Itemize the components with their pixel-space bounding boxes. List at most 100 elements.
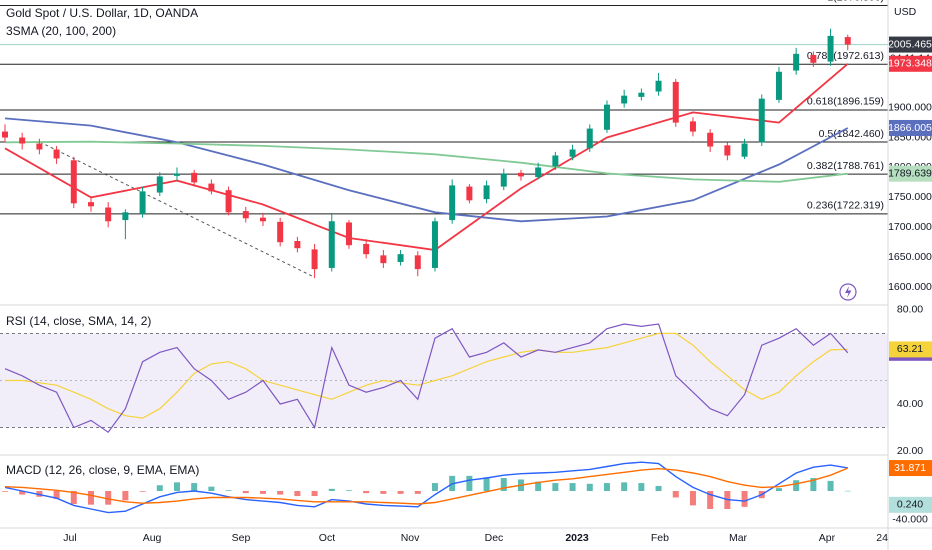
last-price-tag-bg (889, 36, 932, 53)
macd-histogram-bar (105, 490, 112, 505)
macd-histogram-bar (638, 483, 645, 491)
sma-line (4, 140, 848, 183)
macd-histogram-bar (552, 483, 559, 491)
trend-line (39, 141, 313, 277)
y-tick-label: -40.000 (892, 514, 928, 526)
macd-histogram-bar (500, 478, 507, 491)
candle-body (741, 143, 748, 157)
candle-body (672, 81, 679, 123)
candle-body (586, 128, 593, 149)
macd-histogram-bar (707, 490, 714, 509)
y-tick-label: 1700.000 (888, 221, 932, 233)
x-tick-label: Dec (485, 532, 504, 544)
macd-histogram-bar (380, 490, 387, 494)
candle-body (225, 190, 232, 213)
macd-histogram-bar (19, 490, 26, 495)
macd-tag: 31.871 (894, 462, 926, 474)
candle-body (380, 255, 387, 264)
macd-histogram-bar (483, 477, 490, 491)
candle-body (517, 172, 524, 177)
x-tick-label: Jul (63, 532, 76, 544)
histogram-tag-bg (889, 496, 932, 513)
chart-title: Gold Spot / U.S. Dollar, 1D, OANDA (6, 6, 198, 20)
y-tick-label: 40.00 (897, 398, 923, 410)
macd-histogram-bar (655, 485, 662, 491)
macd-histogram-bar (311, 490, 318, 497)
macd-histogram-bar (775, 488, 782, 491)
candle-body (1, 131, 8, 138)
macd-histogram-bar (122, 490, 129, 501)
macd-histogram-bar (827, 480, 834, 491)
candle-body (827, 35, 834, 62)
macd-line (4, 467, 849, 505)
macd-histogram-bar (225, 490, 232, 491)
macd-histogram-bar (345, 490, 352, 491)
macd-histogram-bar (810, 478, 817, 491)
candle-body (793, 53, 800, 71)
x-tick-label: Sep (232, 532, 251, 544)
candle-body (311, 249, 318, 270)
candle-body (569, 149, 576, 157)
rsi-tag: 63.21 (897, 343, 923, 355)
candle-body (191, 172, 198, 183)
candle-body (810, 55, 817, 63)
macd-histogram-bar (689, 490, 696, 506)
rsi-tag-bg (889, 341, 932, 358)
last-price-tag: 2005.465 (888, 38, 932, 50)
candle-body (724, 145, 731, 156)
candle-body (173, 173, 180, 176)
x-tick-label: Aug (143, 532, 162, 544)
rsi-line (4, 323, 849, 434)
rsi-title: RSI (14, close, SMA, 14, 2) (6, 314, 151, 328)
macd-histogram-bar (277, 490, 284, 495)
candle-body (689, 121, 696, 132)
sma-tag: 1789.639 (888, 167, 932, 179)
candle-body (638, 92, 645, 97)
macd-histogram-bar (87, 490, 94, 505)
y-tick-label: 1650.000 (888, 251, 932, 263)
rsi-line (5, 332, 848, 419)
candle-body (500, 173, 507, 187)
rsi-band (0, 333, 888, 428)
macd-title: MACD (12, 26, close, 9, EMA, EMA) (6, 463, 199, 477)
candle-body (655, 80, 662, 92)
candle-body (36, 143, 43, 150)
macd-histogram-bar (793, 480, 800, 491)
macd-histogram-bar (1, 490, 8, 492)
macd-histogram-bar (844, 490, 851, 492)
x-tick-label: 24 (876, 532, 888, 544)
candle-body (277, 221, 284, 243)
candle-body (53, 149, 60, 159)
macd-histogram-bar (191, 483, 198, 491)
candle-body (345, 222, 352, 246)
candle-body (758, 98, 765, 143)
macd-histogram-bar (672, 490, 679, 498)
candle-body (242, 211, 249, 219)
candle-body (844, 37, 851, 45)
unit-label: USD (894, 6, 917, 18)
candle-body (621, 95, 628, 104)
sma-tag-bg (889, 165, 932, 182)
macd-histogram-bar (53, 490, 60, 499)
macd-histogram-bar (535, 481, 542, 491)
macd-histogram-bar (586, 483, 593, 491)
indicator-title: 3SMA (20, 100, 200) (6, 24, 116, 38)
macd-histogram-bar (156, 485, 163, 491)
candle-body (156, 176, 163, 193)
macd-tag-bg (889, 460, 932, 477)
candle-body (328, 221, 335, 268)
macd-histogram-bar (569, 483, 576, 491)
fib-level-label: 0.618(1896.159) (807, 96, 884, 108)
x-tick-label: Nov (401, 532, 420, 544)
alert-icon-bolt (845, 286, 852, 298)
candle-body (466, 186, 473, 201)
x-tick-label: Oct (319, 532, 335, 544)
candle-body (70, 160, 77, 204)
macd-histogram-bar (741, 490, 748, 507)
macd-histogram-bar (621, 482, 628, 491)
sma-line (4, 117, 849, 223)
candle-body (414, 255, 421, 270)
y-tick-label: 20.00 (897, 445, 923, 457)
candle-body (105, 207, 112, 222)
